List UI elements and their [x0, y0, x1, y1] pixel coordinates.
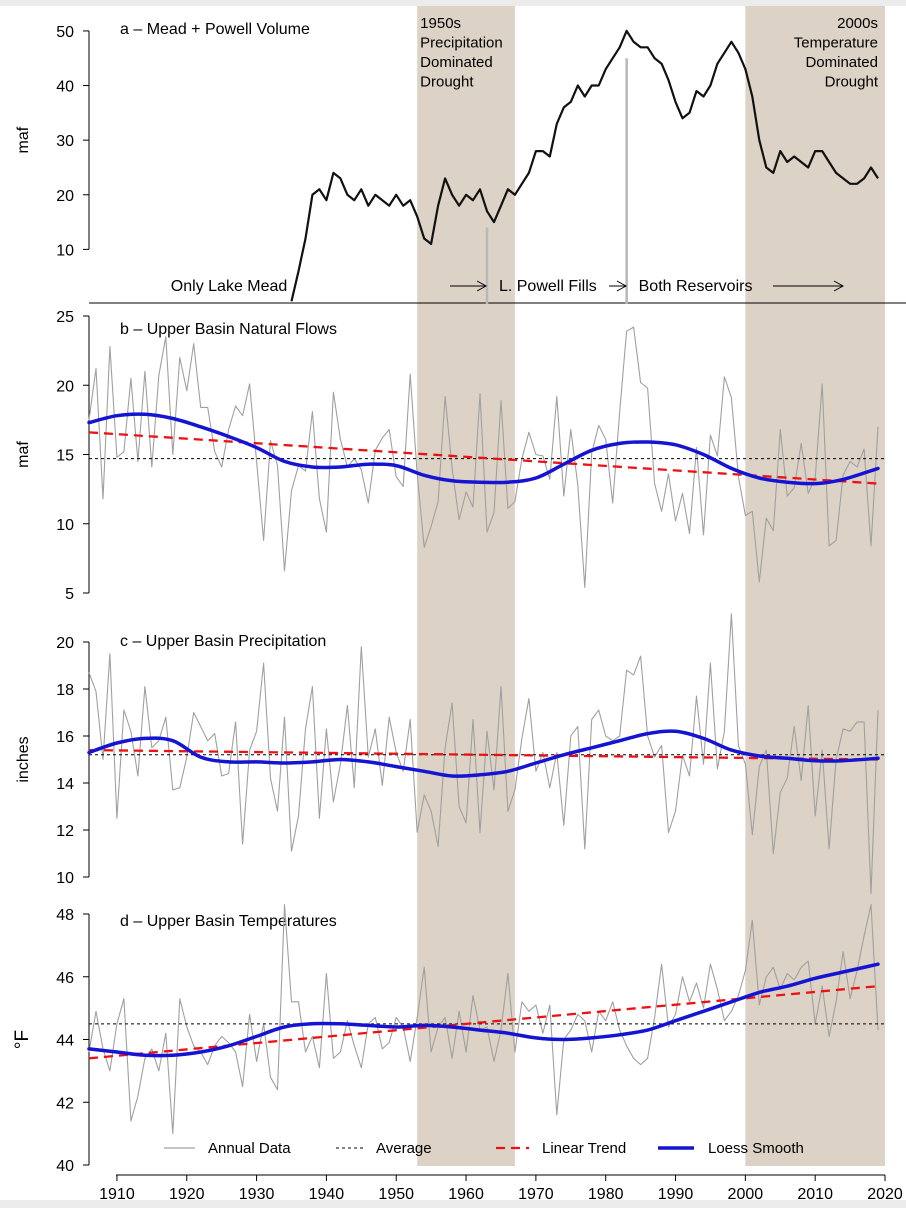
- y-tick-label: 20: [56, 635, 74, 652]
- y-tick-label: 25: [56, 309, 74, 326]
- panel-d: 40 42 44 46 48 °F d – Upper Basin Temperatures: [12, 904, 885, 1175]
- y-tick-label: 10: [56, 517, 74, 534]
- y-tick-label: 50: [56, 24, 74, 41]
- y-tick-label: 12: [56, 823, 74, 840]
- panels: 10 20 30 40 50 maf a – Mead + Powell Volume Onl…: [12, 21, 906, 1175]
- drought-period-label-line: Drought: [420, 74, 474, 91]
- drought-period-label-line: Dominated: [420, 54, 493, 71]
- y-tick-label: 40: [56, 1158, 74, 1175]
- annotation-arrow-head: [833, 280, 845, 292]
- drought-shading: 1950s Precipitation Dominated Drought 2000s T…: [417, 6, 885, 1166]
- panel-title: c – Upper Basin Precipitation: [120, 633, 326, 650]
- legend-label: Average: [376, 1140, 432, 1157]
- panel-title: d – Upper Basin Temperatures: [120, 913, 337, 930]
- linear-trend-line: [88, 431, 879, 485]
- y-tick-label: 10: [56, 870, 74, 887]
- annotation-label: Both Reservoirs: [639, 278, 753, 295]
- linear-trend-line: [88, 748, 879, 761]
- y-tick-label: 42: [56, 1095, 74, 1112]
- drought-period-label-line: Precipitation: [420, 35, 503, 52]
- y-tick-label: 48: [56, 907, 74, 924]
- y-tick-label: 40: [56, 79, 74, 96]
- annual-data-line: [88, 326, 879, 589]
- x-tick-label: 2000: [728, 1186, 764, 1203]
- y-tick-label: 46: [56, 970, 74, 987]
- panel-title: b – Upper Basin Natural Flows: [120, 321, 337, 338]
- loess-smooth-line: [87, 962, 880, 1058]
- y-tick-label: 5: [65, 586, 74, 603]
- x-tick-label: 1970: [518, 1186, 554, 1203]
- annotation-arrow-head: [476, 280, 488, 292]
- annual-data-line: [88, 613, 879, 894]
- y-tick-label: 20: [56, 378, 74, 395]
- loess-smooth-line: [87, 412, 880, 486]
- annual-data-line: [88, 904, 879, 1135]
- drought-period-2: [745, 6, 885, 1166]
- annotation-label: Only Lake Mead: [171, 278, 288, 295]
- y-tick-label: 16: [56, 729, 74, 746]
- x-tick-label: 1910: [99, 1186, 135, 1203]
- legend-label: Linear Trend: [542, 1140, 626, 1157]
- y-tick-label: 14: [56, 776, 74, 793]
- x-tick-label: 1980: [588, 1186, 624, 1203]
- panel-c: 10 12 14 16 18 20 inches c – Upper Basin Precip…: [15, 613, 885, 894]
- drought-period-label-line: Dominated: [805, 54, 878, 71]
- panel-b: 5 10 15 20 25 maf b – Upper Basin Natural Flow…: [15, 309, 885, 603]
- volume-line: [290, 29, 879, 302]
- loess-smooth-line: [87, 729, 880, 778]
- y-tick-label: 10: [56, 242, 74, 259]
- legend: Annual Data Average Linear Trend Loess Smoo…: [164, 1140, 804, 1157]
- drought-period-1: [417, 6, 515, 1166]
- y-tick-label: 15: [56, 448, 74, 465]
- panel-a: 10 20 30 40 50 maf a – Mead + Powell Volume Onl…: [15, 21, 906, 304]
- panel-title: a – Mead + Powell Volume: [120, 21, 310, 38]
- y-tick-label: 18: [56, 682, 74, 699]
- drought-period-label-line: 1950s: [420, 15, 461, 32]
- x-tick-label: 2010: [797, 1186, 833, 1203]
- x-tick-label: 1930: [239, 1186, 275, 1203]
- y-axis-title: °F: [12, 1030, 33, 1049]
- annotation-arrow-head: [616, 280, 628, 292]
- y-axis-title: maf: [15, 441, 32, 468]
- y-axis-title: inches: [15, 736, 32, 782]
- x-tick-label: 1990: [658, 1186, 694, 1203]
- x-tick-label: 2020: [867, 1186, 903, 1203]
- x-tick-label: 1920: [169, 1186, 205, 1203]
- y-tick-label: 30: [56, 133, 74, 150]
- annotation-label: L. Powell Fills: [499, 278, 597, 295]
- y-axis-title: maf: [15, 126, 32, 153]
- legend-label: Loess Smooth: [708, 1140, 804, 1157]
- x-axis: 1910 1920 1930 1940 1950 1960 1970 1980 1990 2000…: [99, 1174, 903, 1203]
- x-tick-label: 1960: [448, 1186, 484, 1203]
- y-tick-label: 44: [56, 1033, 74, 1050]
- legend-label: Annual Data: [208, 1140, 291, 1157]
- drought-period-label-line: Temperature: [794, 35, 878, 52]
- drought-period-label-line: Drought: [825, 74, 879, 91]
- drought-period-label-line: 2000s: [837, 15, 878, 32]
- x-tick-label: 1950: [378, 1186, 414, 1203]
- y-tick-label: 20: [56, 188, 74, 205]
- x-tick-label: 1940: [309, 1186, 345, 1203]
